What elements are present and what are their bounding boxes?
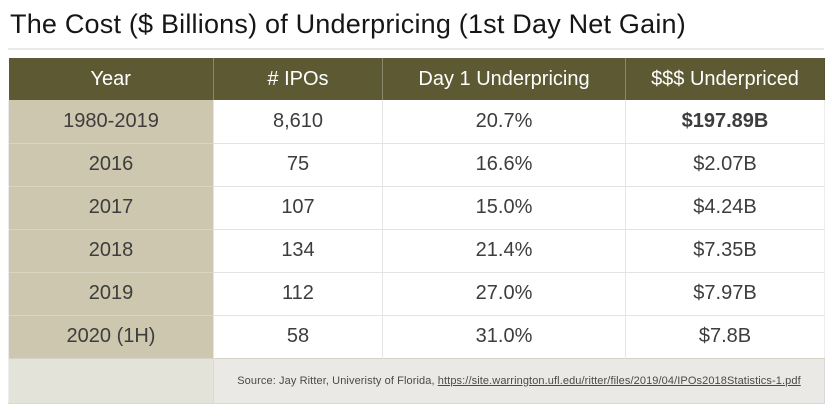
slide-page: The Cost ($ Billions) of Underpricing (1… [0, 8, 832, 414]
amount-cell: $7.35B [625, 228, 825, 272]
ipo-underpricing-table: Year # IPOs Day 1 Underpricing $$$ Under… [8, 58, 825, 404]
year-cell: 2016 [8, 142, 214, 186]
table-row: 2016 75 16.6% $2.07B [8, 142, 825, 186]
source-cell: Source: Jay Ritter, Univeristy of Florid… [213, 357, 825, 404]
underpricing-cell: 16.6% [382, 142, 626, 186]
underpricing-cell: 21.4% [382, 228, 626, 272]
table-row: 2020 (1H) 58 31.0% $7.8B [8, 314, 825, 358]
header-cell-underpriced-dollars: $$$ Underpriced [625, 58, 825, 100]
year-cell: 2019 [8, 271, 214, 315]
ipos-cell: 8,610 [213, 100, 383, 143]
underpricing-cell: 27.0% [382, 271, 626, 315]
table-row: 2018 134 21.4% $7.35B [8, 228, 825, 272]
underpricing-cell: 31.0% [382, 314, 626, 358]
ipos-cell: 58 [213, 314, 383, 358]
ipos-cell: 134 [213, 228, 383, 272]
amount-cell: $197.89B [625, 100, 825, 143]
ipos-cell: 107 [213, 185, 383, 229]
header-cell-year: Year [8, 58, 214, 100]
table-footer: Source: Jay Ritter, Univeristy of Florid… [8, 357, 825, 404]
page-title: The Cost ($ Billions) of Underpricing (1… [10, 9, 686, 39]
header-cell-ipos: # IPOs [213, 58, 383, 100]
table-row: 2019 112 27.0% $7.97B [8, 271, 825, 315]
table-header: Year # IPOs Day 1 Underpricing $$$ Under… [8, 58, 825, 100]
source-text: Source: Jay Ritter, Univeristy of Florid… [237, 374, 438, 387]
amount-cell: $2.07B [625, 142, 825, 186]
year-cell: 2017 [8, 185, 214, 229]
footer-empty-cell [8, 357, 214, 404]
table-row: 1980-2019 8,610 20.7% $197.89B [8, 100, 825, 143]
amount-cell: $7.8B [625, 314, 825, 358]
underpricing-cell: 20.7% [382, 100, 626, 143]
ipos-cell: 112 [213, 271, 383, 315]
underpricing-cell: 15.0% [382, 185, 626, 229]
table-row: 2017 107 15.0% $4.24B [8, 185, 825, 229]
amount-cell: $7.97B [625, 271, 825, 315]
year-cell: 2020 (1H) [8, 314, 214, 358]
ipos-cell: 75 [213, 142, 383, 186]
amount-cell: $4.24B [625, 185, 825, 229]
header-cell-underpricing: Day 1 Underpricing [382, 58, 626, 100]
title-divider [8, 48, 824, 50]
table-header-row: Year # IPOs Day 1 Underpricing $$$ Under… [8, 58, 825, 100]
table-body: 1980-2019 8,610 20.7% $197.89B 2016 75 16.6% $2… [8, 100, 825, 358]
year-cell: 1980-2019 [8, 100, 214, 143]
year-cell: 2018 [8, 228, 214, 272]
source-link[interactable]: https://site.warrington.ufl.edu/ritter/f… [437, 374, 801, 387]
source-row: Source: Jay Ritter, Univeristy of Florid… [8, 357, 825, 404]
